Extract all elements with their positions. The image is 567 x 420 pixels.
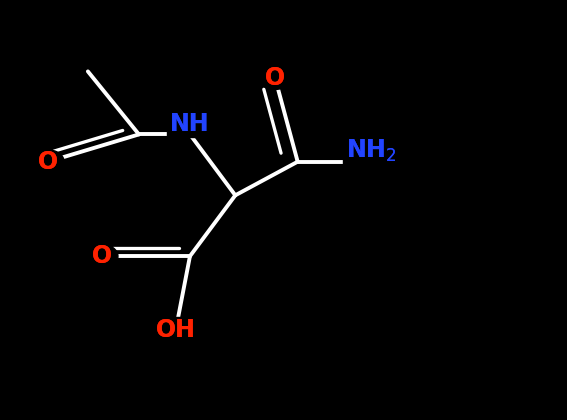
Text: O: O <box>38 150 58 174</box>
Circle shape <box>259 66 291 89</box>
Text: O: O <box>38 150 58 174</box>
Bar <box>167 111 213 136</box>
Text: OH: OH <box>156 318 196 342</box>
Circle shape <box>32 150 64 173</box>
Bar <box>153 317 198 342</box>
Text: NH: NH <box>170 112 210 136</box>
Text: NH$_2$: NH$_2$ <box>346 138 396 164</box>
Circle shape <box>86 244 118 268</box>
Text: O: O <box>92 244 112 268</box>
Text: O: O <box>92 244 112 268</box>
Text: O: O <box>265 66 285 90</box>
Text: OH: OH <box>156 318 196 342</box>
Text: NH: NH <box>170 112 210 136</box>
Bar <box>343 139 400 164</box>
Text: NH$_2$: NH$_2$ <box>346 138 396 164</box>
Text: O: O <box>265 66 285 90</box>
